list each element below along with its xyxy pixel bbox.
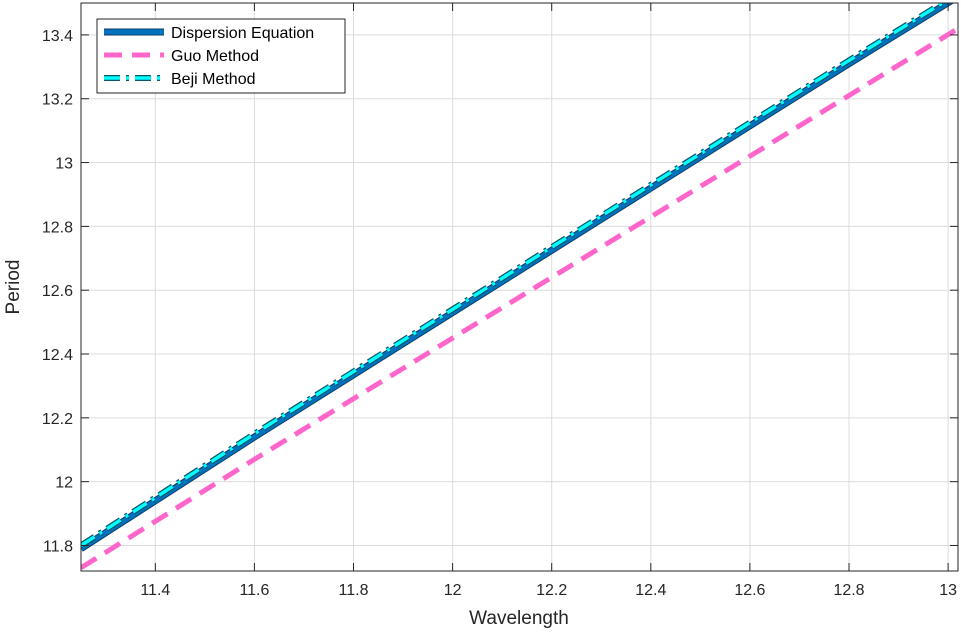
y-tick-label: 12.8 [42,219,73,236]
legend-label: Guo Method [171,48,259,65]
legend-label: Dispersion Equation [171,25,314,42]
y-tick-label: 11.8 [43,538,73,555]
y-axis-label: Period [3,260,24,315]
series-layer [81,3,958,570]
x-tick-label: 12 [444,582,462,599]
ticks [81,3,958,571]
legend: Dispersion Equation Guo Method Beji Method [96,18,346,94]
x-tick-label: 11.6 [239,582,269,599]
y-tick-label: 12.4 [42,347,73,364]
tick-labels: 11.4 11.6 11.8 12 12.2 12.4 12.6 12.8 13 11.8 12 12… [42,28,957,599]
y-tick-label: 12.6 [42,283,73,300]
x-tick-label: 12.4 [635,582,666,599]
x-tick-label: 12.8 [833,582,864,599]
y-tick-label: 12.2 [42,411,73,428]
legend-label: Beji Method [171,71,256,88]
x-tick-label: 11.4 [140,582,170,599]
grid [81,3,958,571]
y-tick-label: 13.4 [42,28,73,45]
x-axis-label: Wavelength [469,608,569,629]
x-tick-label: 11.8 [339,582,369,599]
plot-frame [80,2,959,572]
y-tick-label: 13.2 [42,92,73,109]
x-tick-label: 12.6 [734,582,765,599]
y-tick-label: 12 [55,475,73,492]
x-tick-label: 12.2 [536,582,567,599]
x-tick-label: 13 [939,582,957,599]
y-tick-label: 13 [55,156,73,173]
series-line-guo-method [81,26,958,570]
